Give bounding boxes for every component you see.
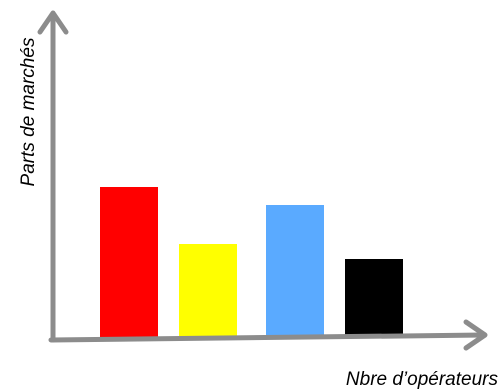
bar-1 xyxy=(100,187,158,337)
y-axis xyxy=(40,13,66,340)
bar-3 xyxy=(266,205,324,337)
bar-4 xyxy=(345,259,403,337)
x-axis-label: Nbre d’opérateurs xyxy=(346,369,499,390)
y-axis-label: Parts de marchés xyxy=(18,37,39,186)
bars-group xyxy=(100,187,403,337)
bar-2 xyxy=(179,244,237,337)
